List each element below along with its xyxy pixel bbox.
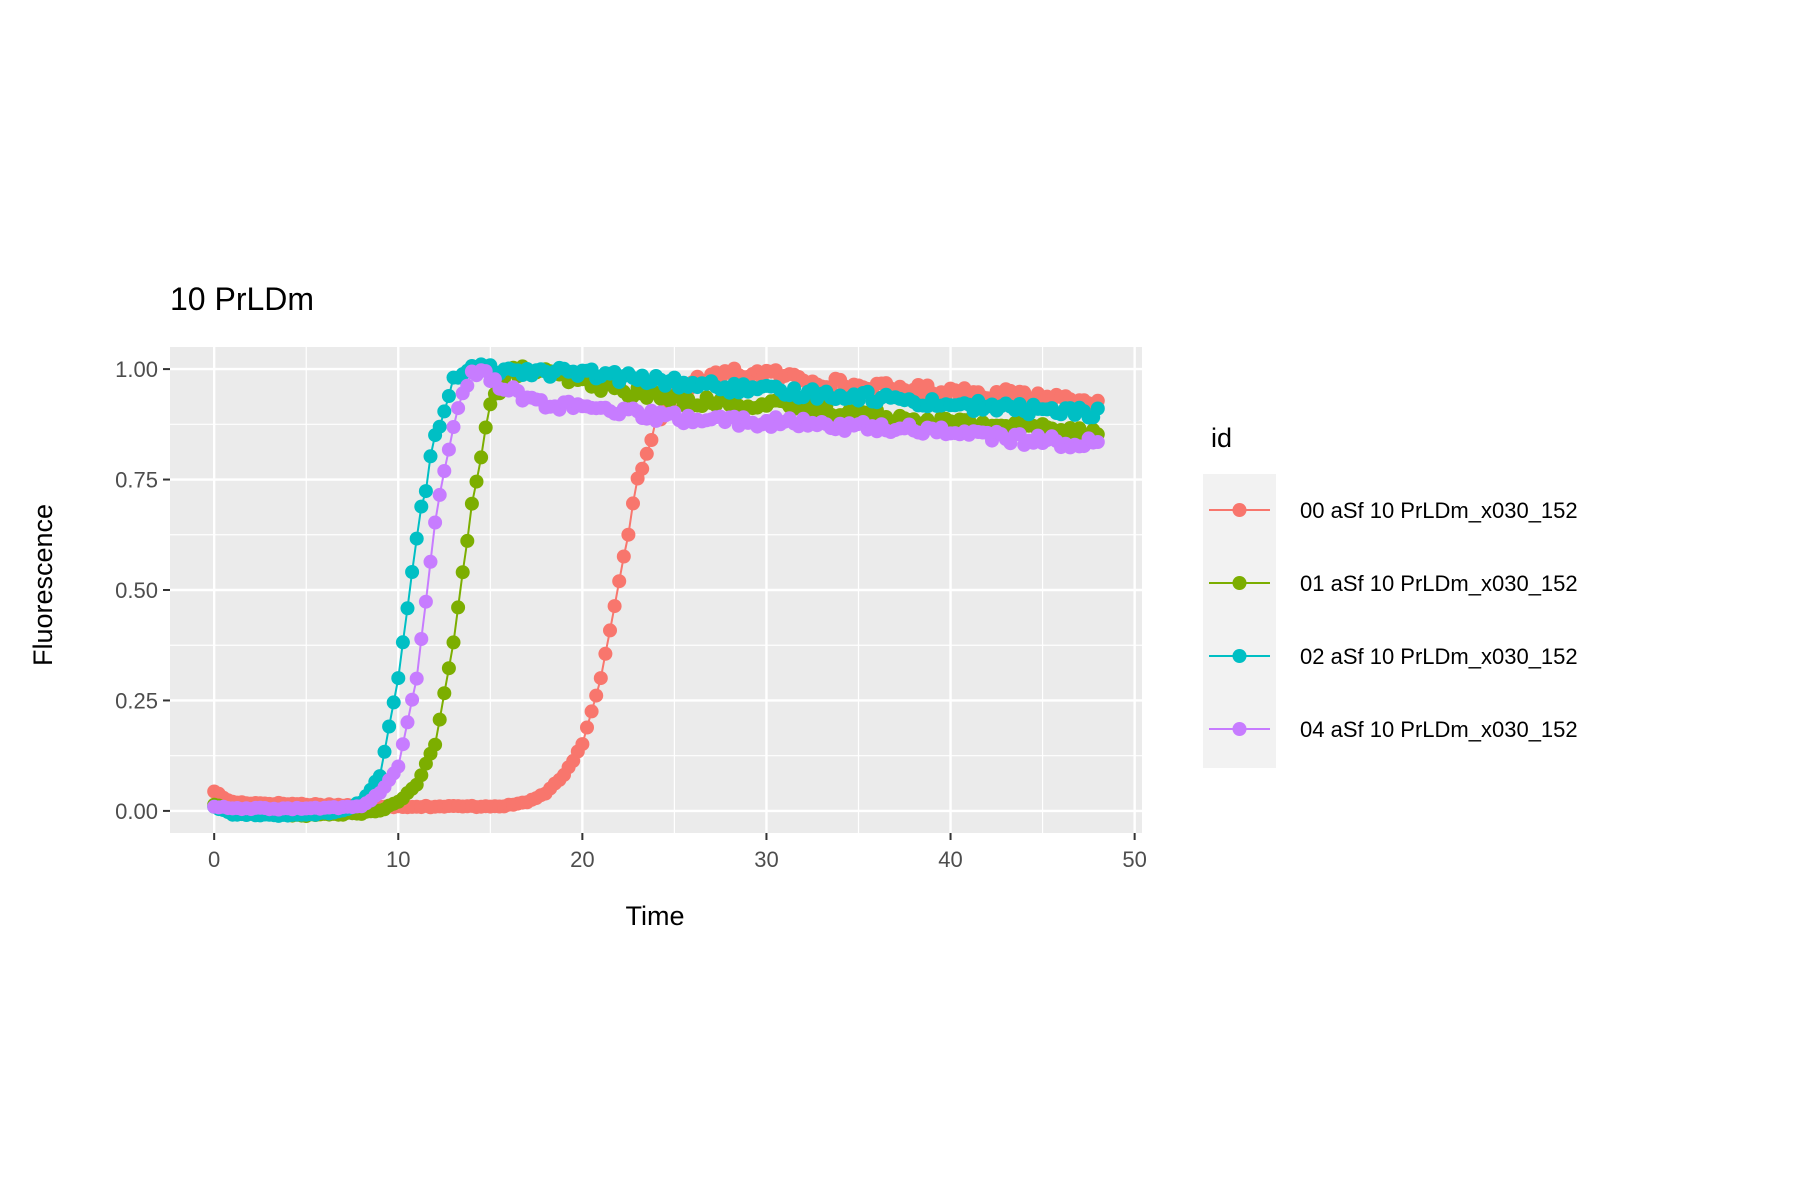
legend-item: 00 aSf 10 PrLDm_x030_152 xyxy=(1209,498,1578,523)
data-point xyxy=(428,737,443,752)
data-point xyxy=(626,496,640,511)
data-point xyxy=(464,496,479,511)
legend-label: 00 aSf 10 PrLDm_x030_152 xyxy=(1300,498,1578,523)
legend-label: 01 aSf 10 PrLDm_x030_152 xyxy=(1300,571,1578,596)
data-point xyxy=(441,442,456,457)
y-tick-label: 0.00 xyxy=(115,799,158,824)
data-point xyxy=(441,389,456,403)
legend-label: 02 aSf 10 PrLDm_x030_152 xyxy=(1300,644,1578,669)
series-3 xyxy=(207,363,1105,817)
y-tick-label: 0.50 xyxy=(115,578,158,603)
data-point xyxy=(432,419,447,434)
data-point xyxy=(607,599,622,614)
legend-item: 01 aSf 10 PrLDm_x030_152 xyxy=(1209,571,1578,596)
data-point xyxy=(455,565,470,580)
x-tick-label: 30 xyxy=(754,847,778,872)
series-layer xyxy=(207,357,1105,824)
legend-title: id xyxy=(1211,423,1232,453)
data-point xyxy=(432,712,447,727)
data-point xyxy=(382,719,397,734)
data-point xyxy=(395,635,410,650)
data-point xyxy=(469,474,484,489)
data-point xyxy=(437,686,452,701)
data-point xyxy=(451,401,466,416)
legend-label: 04 aSf 10 PrLDm_x030_152 xyxy=(1300,717,1578,742)
data-point xyxy=(432,487,447,502)
data-point xyxy=(593,671,608,686)
data-point xyxy=(621,527,636,542)
data-point xyxy=(584,704,599,719)
data-point xyxy=(418,484,433,499)
data-point xyxy=(474,450,489,465)
x-tick-label: 0 xyxy=(208,847,220,872)
data-point xyxy=(377,744,392,759)
data-point xyxy=(423,554,438,569)
y-tick-label: 1.00 xyxy=(115,357,158,382)
legend-key-point xyxy=(1232,649,1247,663)
data-point xyxy=(589,688,604,703)
data-point xyxy=(391,671,406,686)
x-tick-label: 40 xyxy=(938,847,962,872)
data-point xyxy=(386,695,401,710)
data-point xyxy=(644,433,659,447)
legend-key-point xyxy=(1232,722,1247,736)
data-point xyxy=(575,737,590,752)
data-point xyxy=(612,574,627,589)
legend-key-point xyxy=(1232,503,1247,517)
data-point xyxy=(598,646,613,661)
data-point xyxy=(446,420,461,434)
y-tick-label: 0.25 xyxy=(115,688,158,713)
data-point xyxy=(395,737,410,752)
y-tick-label: 0.75 xyxy=(115,468,158,493)
data-point xyxy=(639,446,654,461)
legend-key-background xyxy=(1203,474,1276,768)
legend: 00 aSf 10 PrLDm_x030_152 01 aSf 10 PrLDm_… xyxy=(1203,474,1578,768)
data-point xyxy=(451,600,466,615)
data-point xyxy=(437,464,452,478)
legend-key-point xyxy=(1232,576,1247,590)
data-point xyxy=(409,671,424,686)
data-point xyxy=(428,515,443,530)
data-point xyxy=(400,601,415,616)
data-point xyxy=(405,565,420,579)
data-point xyxy=(1090,435,1105,449)
data-point xyxy=(441,661,456,676)
data-point xyxy=(414,499,429,514)
data-point xyxy=(391,759,406,774)
data-point xyxy=(460,378,475,393)
legend-item: 04 aSf 10 PrLDm_x030_152 xyxy=(1209,717,1578,742)
data-point xyxy=(423,449,438,464)
data-point xyxy=(446,635,461,650)
data-point xyxy=(409,531,424,546)
data-point xyxy=(616,549,631,564)
x-tick-label: 50 xyxy=(1122,847,1146,872)
data-point xyxy=(414,768,429,783)
data-point xyxy=(460,533,475,548)
y-axis-title: Fluorescence xyxy=(28,504,58,666)
data-point xyxy=(603,623,617,638)
axes-layer: 0 10 20 30 40 50 0.00 0.25 0.50 0.75 1.00 xyxy=(115,357,1147,872)
data-point xyxy=(437,404,452,419)
legend-item: 02 aSf 10 PrLDm_x030_152 xyxy=(1209,644,1578,669)
data-point xyxy=(405,692,420,707)
data-point xyxy=(414,632,429,646)
data-point xyxy=(483,397,498,412)
data-point xyxy=(478,420,493,435)
x-axis-title: Time xyxy=(626,901,685,931)
chart-title: 10 PrLDm xyxy=(170,281,314,317)
data-point xyxy=(1090,401,1105,416)
data-point xyxy=(580,720,594,735)
series-1 xyxy=(207,359,1105,824)
data-point xyxy=(418,594,433,609)
data-point xyxy=(635,461,650,476)
data-point xyxy=(400,715,415,730)
x-tick-label: 20 xyxy=(570,847,594,872)
x-tick-label: 10 xyxy=(386,847,410,872)
